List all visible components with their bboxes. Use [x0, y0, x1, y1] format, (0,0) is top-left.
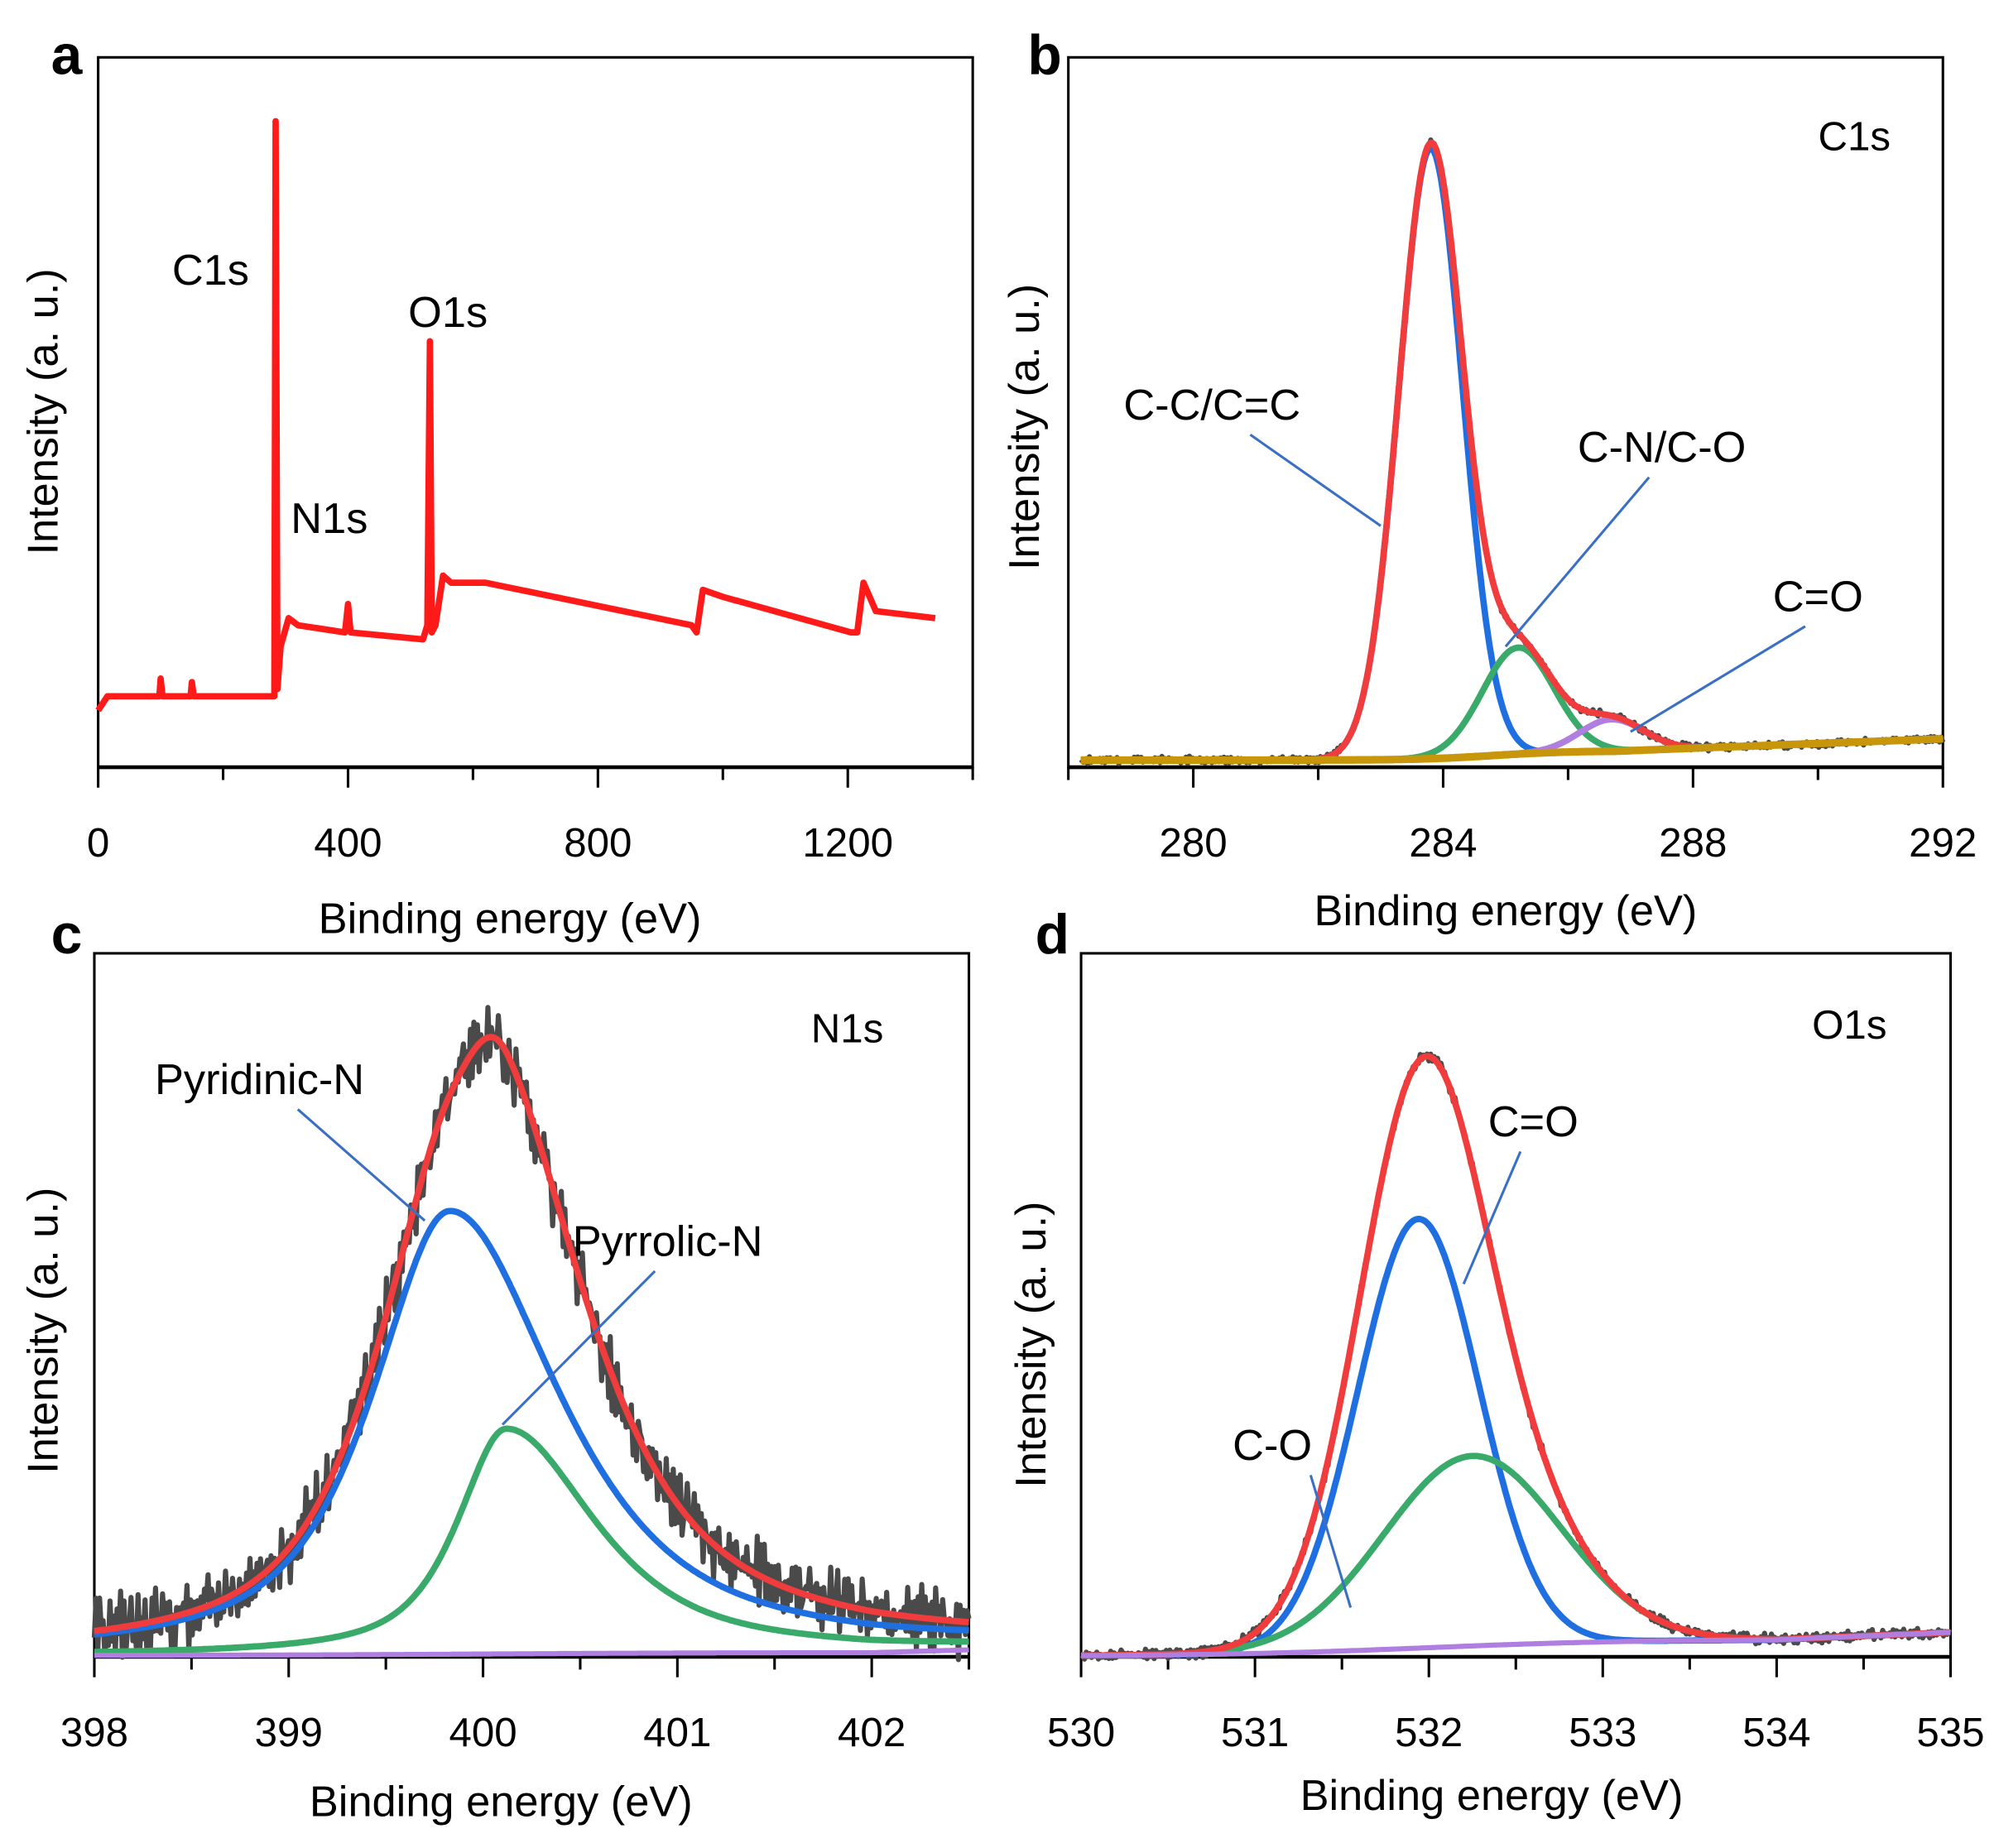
fit-envelope-line	[1079, 1053, 1953, 1659]
x-tick-label: 288	[1659, 820, 1727, 866]
peak-annotation: O1s	[408, 289, 488, 337]
annotation-leader-line	[1249, 433, 1382, 527]
fit-peak-c-c-c-c	[1079, 145, 1944, 764]
annotation-leader-line	[1462, 1150, 1522, 1285]
x-tick-label: 284	[1409, 820, 1477, 866]
background-line	[1080, 1630, 1952, 1658]
x-tick-label: 1200	[802, 820, 893, 866]
fit-envelope-line	[93, 1034, 971, 1634]
x-tick-label: 532	[1395, 1710, 1463, 1755]
peak-annotation: C-N/C-O	[1578, 424, 1747, 472]
spectrum-title-b: C1s	[1818, 114, 1891, 160]
x-tick-label: 0	[87, 820, 109, 866]
x-tick-label: 531	[1221, 1710, 1289, 1755]
plot-frame	[97, 55, 974, 769]
panel-label-c: c	[51, 904, 83, 966]
fit-peak-c-o	[1079, 1216, 1953, 1659]
peak-annotation: C-O	[1233, 1422, 1312, 1470]
fit-peak-c-o	[1079, 1452, 1953, 1659]
x-tick-label: 800	[564, 820, 632, 866]
x-axis-label-d: Binding energy (eV)	[1300, 1772, 1684, 1820]
peak-annotation: C=O	[1488, 1098, 1579, 1146]
x-tick-label: 533	[1569, 1710, 1636, 1755]
x-tick-label: 402	[838, 1710, 906, 1755]
plot-area-c: 398 399 400 401 402 Pyridinic-N Pyrrolic-N	[60, 952, 972, 1755]
peak-annotation: N1s	[291, 495, 368, 543]
annotation-leader-line	[296, 1108, 426, 1222]
x-axis-label-b: Binding energy (eV)	[1314, 887, 1698, 935]
y-axis-label-c: Intensity (a. u.)	[19, 1188, 67, 1474]
plot-area-b: 280 284 288 292 C-C/C=C C-N/C-O C=O	[1067, 55, 1977, 866]
panel-d: d 530 531 532 533 534 535 C=O C-O Binding energ…	[1007, 904, 1985, 1820]
peak-annotation: C=O	[1773, 573, 1863, 621]
x-tick-label: 530	[1047, 1710, 1115, 1755]
y-axis-label-a: Intensity (a. u.)	[19, 268, 67, 554]
x-tick-label: 400	[314, 820, 382, 866]
panel-label-d: d	[1036, 904, 1069, 966]
spectrum-title-c: N1s	[811, 1006, 884, 1052]
y-axis-label-d: Intensity (a. u.)	[1007, 1202, 1055, 1488]
peak-annotation: Pyridinic-N	[155, 1056, 364, 1104]
x-axis-label-c: Binding energy (eV)	[310, 1778, 693, 1826]
panel-c: c 398 399 400 401 402 Pyridinic-N Pyrrolic-N B…	[19, 904, 972, 1826]
background-line	[94, 1647, 970, 1658]
annotation-leader-line	[1504, 476, 1651, 648]
fit-peak-pyrrolic-n	[93, 1425, 971, 1655]
peak-annotation: Pyrrolic-N	[573, 1217, 763, 1265]
background-line	[1079, 735, 1945, 765]
x-tick-label: 534	[1742, 1710, 1810, 1755]
x-tick-label: 398	[60, 1710, 128, 1755]
annotation-leader-line	[501, 1270, 656, 1426]
x-tick-label: 535	[1916, 1710, 1984, 1755]
plot-area-d: 530 531 532 533 534 535 C=O C-O	[1047, 952, 1985, 1755]
spectrum-title-d: O1s	[1812, 1002, 1886, 1048]
x-tick-label: 401	[643, 1710, 711, 1755]
fit-peak-pyridinic-n	[93, 1207, 971, 1638]
plot-area-a: 0 400 800 1200 C1s O1s N1s	[87, 55, 974, 866]
x-tick-label: 292	[1909, 820, 1977, 866]
x-tick-label: 280	[1160, 820, 1228, 866]
panel-label-b: b	[1027, 24, 1061, 86]
panel-a: a 0 400 800 1200 C1s O1s N1s Binding energy (e…	[19, 24, 974, 943]
annotation-leader-line	[1309, 1475, 1353, 1608]
peak-annotation: C-C/C=C	[1123, 382, 1300, 430]
raw-data-line	[1079, 137, 1946, 766]
x-tick-label: 399	[255, 1710, 323, 1755]
x-tick-label: 400	[449, 1710, 517, 1755]
peak-annotation: C1s	[172, 247, 249, 295]
y-axis-label-b: Intensity (a. u.)	[1001, 284, 1049, 570]
annotation-leader-line	[1630, 625, 1806, 733]
plot-frame	[1079, 952, 1953, 1658]
panel-label-a: a	[51, 24, 84, 86]
fit-envelope-line	[1079, 139, 1944, 764]
panel-b: b 280 284 288 292 C-C/C=C C-N/C-O C=O Binding …	[1001, 24, 1977, 935]
x-axis-label-a: Binding energy (eV)	[319, 895, 702, 943]
survey-line	[95, 118, 936, 713]
